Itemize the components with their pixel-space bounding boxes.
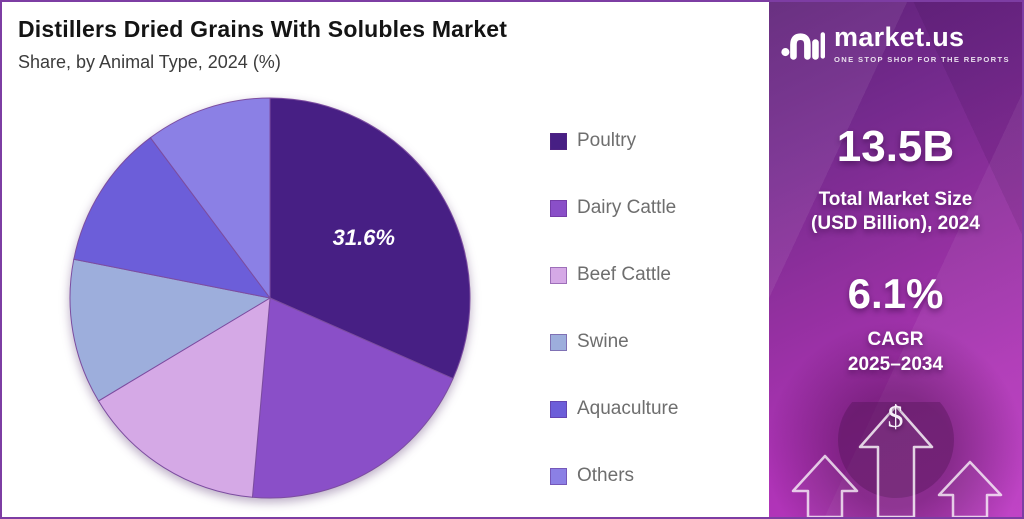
cagr-label-line2: 2025–2034 — [847, 353, 944, 375]
pie-chart-svg: 31.6% — [69, 97, 471, 499]
legend-item-beef-cattle: Beef Cattle — [550, 264, 678, 286]
legend-item-dairy-cattle: Dairy Cattle — [550, 197, 678, 219]
legend-label: Dairy Cattle — [577, 197, 677, 218]
legend-label: Beef Cattle — [577, 264, 671, 285]
pie-slice-others — [149, 97, 271, 300]
cagr-label-line1: CAGR — [867, 329, 924, 350]
market-size-label: Total Market Size (USD Billion), 2024 — [769, 188, 1022, 236]
pie-slice-label: 31.6% — [333, 225, 395, 250]
sidebar: market.us ONE STOP SHOP FOR THE REPORTS … — [768, 2, 1022, 517]
pie-slice-dairy-cattle — [251, 297, 454, 499]
legend-swatch-icon — [550, 333, 567, 351]
pie-chart: 31.6% — [65, 93, 475, 503]
brand-tagline: ONE STOP SHOP FOR THE REPORTS — [834, 55, 1010, 64]
chart-panel: Distillers Dried Grains With Solubles Ma… — [2, 2, 769, 517]
pie-slice-swine — [69, 258, 272, 402]
legend-swatch-icon — [550, 400, 567, 418]
legend-label: Others — [577, 465, 635, 486]
page-title: Distillers Dried Grains With Solubles Ma… — [18, 16, 508, 42]
marketus-logo-icon — [781, 32, 826, 60]
legend-swatch-icon — [550, 132, 567, 150]
pie-slice-beef-cattle — [97, 297, 271, 498]
legend-item-poultry: Poultry — [550, 130, 678, 152]
legend-label: Poultry — [577, 130, 637, 151]
market-size-label-line1: Total Market Size — [818, 189, 973, 210]
legend-item-others: Others — [550, 465, 678, 487]
cagr-value: 6.1% — [847, 270, 944, 317]
header: Distillers Dried Grains With Solubles Ma… — [18, 16, 507, 73]
dollar-icon: $ — [887, 398, 904, 434]
page-subtitle: Share, by Animal Type, 2024 (%) — [18, 52, 281, 72]
legend-swatch-icon — [550, 266, 567, 284]
legend-swatch-icon — [550, 467, 567, 485]
legend-swatch-icon — [550, 199, 567, 217]
legend-label: Aquaculture — [577, 398, 679, 419]
legend-label: Swine — [577, 331, 629, 352]
legend-item-aquaculture: Aquaculture — [550, 398, 678, 420]
pie-slice-aquaculture — [73, 136, 272, 299]
cagr-label: CAGR 2025–2034 — [769, 328, 1022, 377]
brand-block: market.us ONE STOP SHOP FOR THE REPORTS — [769, 24, 1022, 64]
pie-slice-poultry — [269, 97, 471, 380]
legend: Poultry Dairy Cattle Beef Cattle Swine Aquac… — [550, 130, 678, 487]
market-size-value: 13.5B — [836, 122, 955, 171]
brand-name: market.us — [834, 22, 965, 52]
growth-arrows-icon — [791, 402, 1003, 517]
legend-item-swine: Swine — [550, 331, 678, 353]
market-size-label-line2: (USD Billion), 2024 — [811, 212, 980, 234]
